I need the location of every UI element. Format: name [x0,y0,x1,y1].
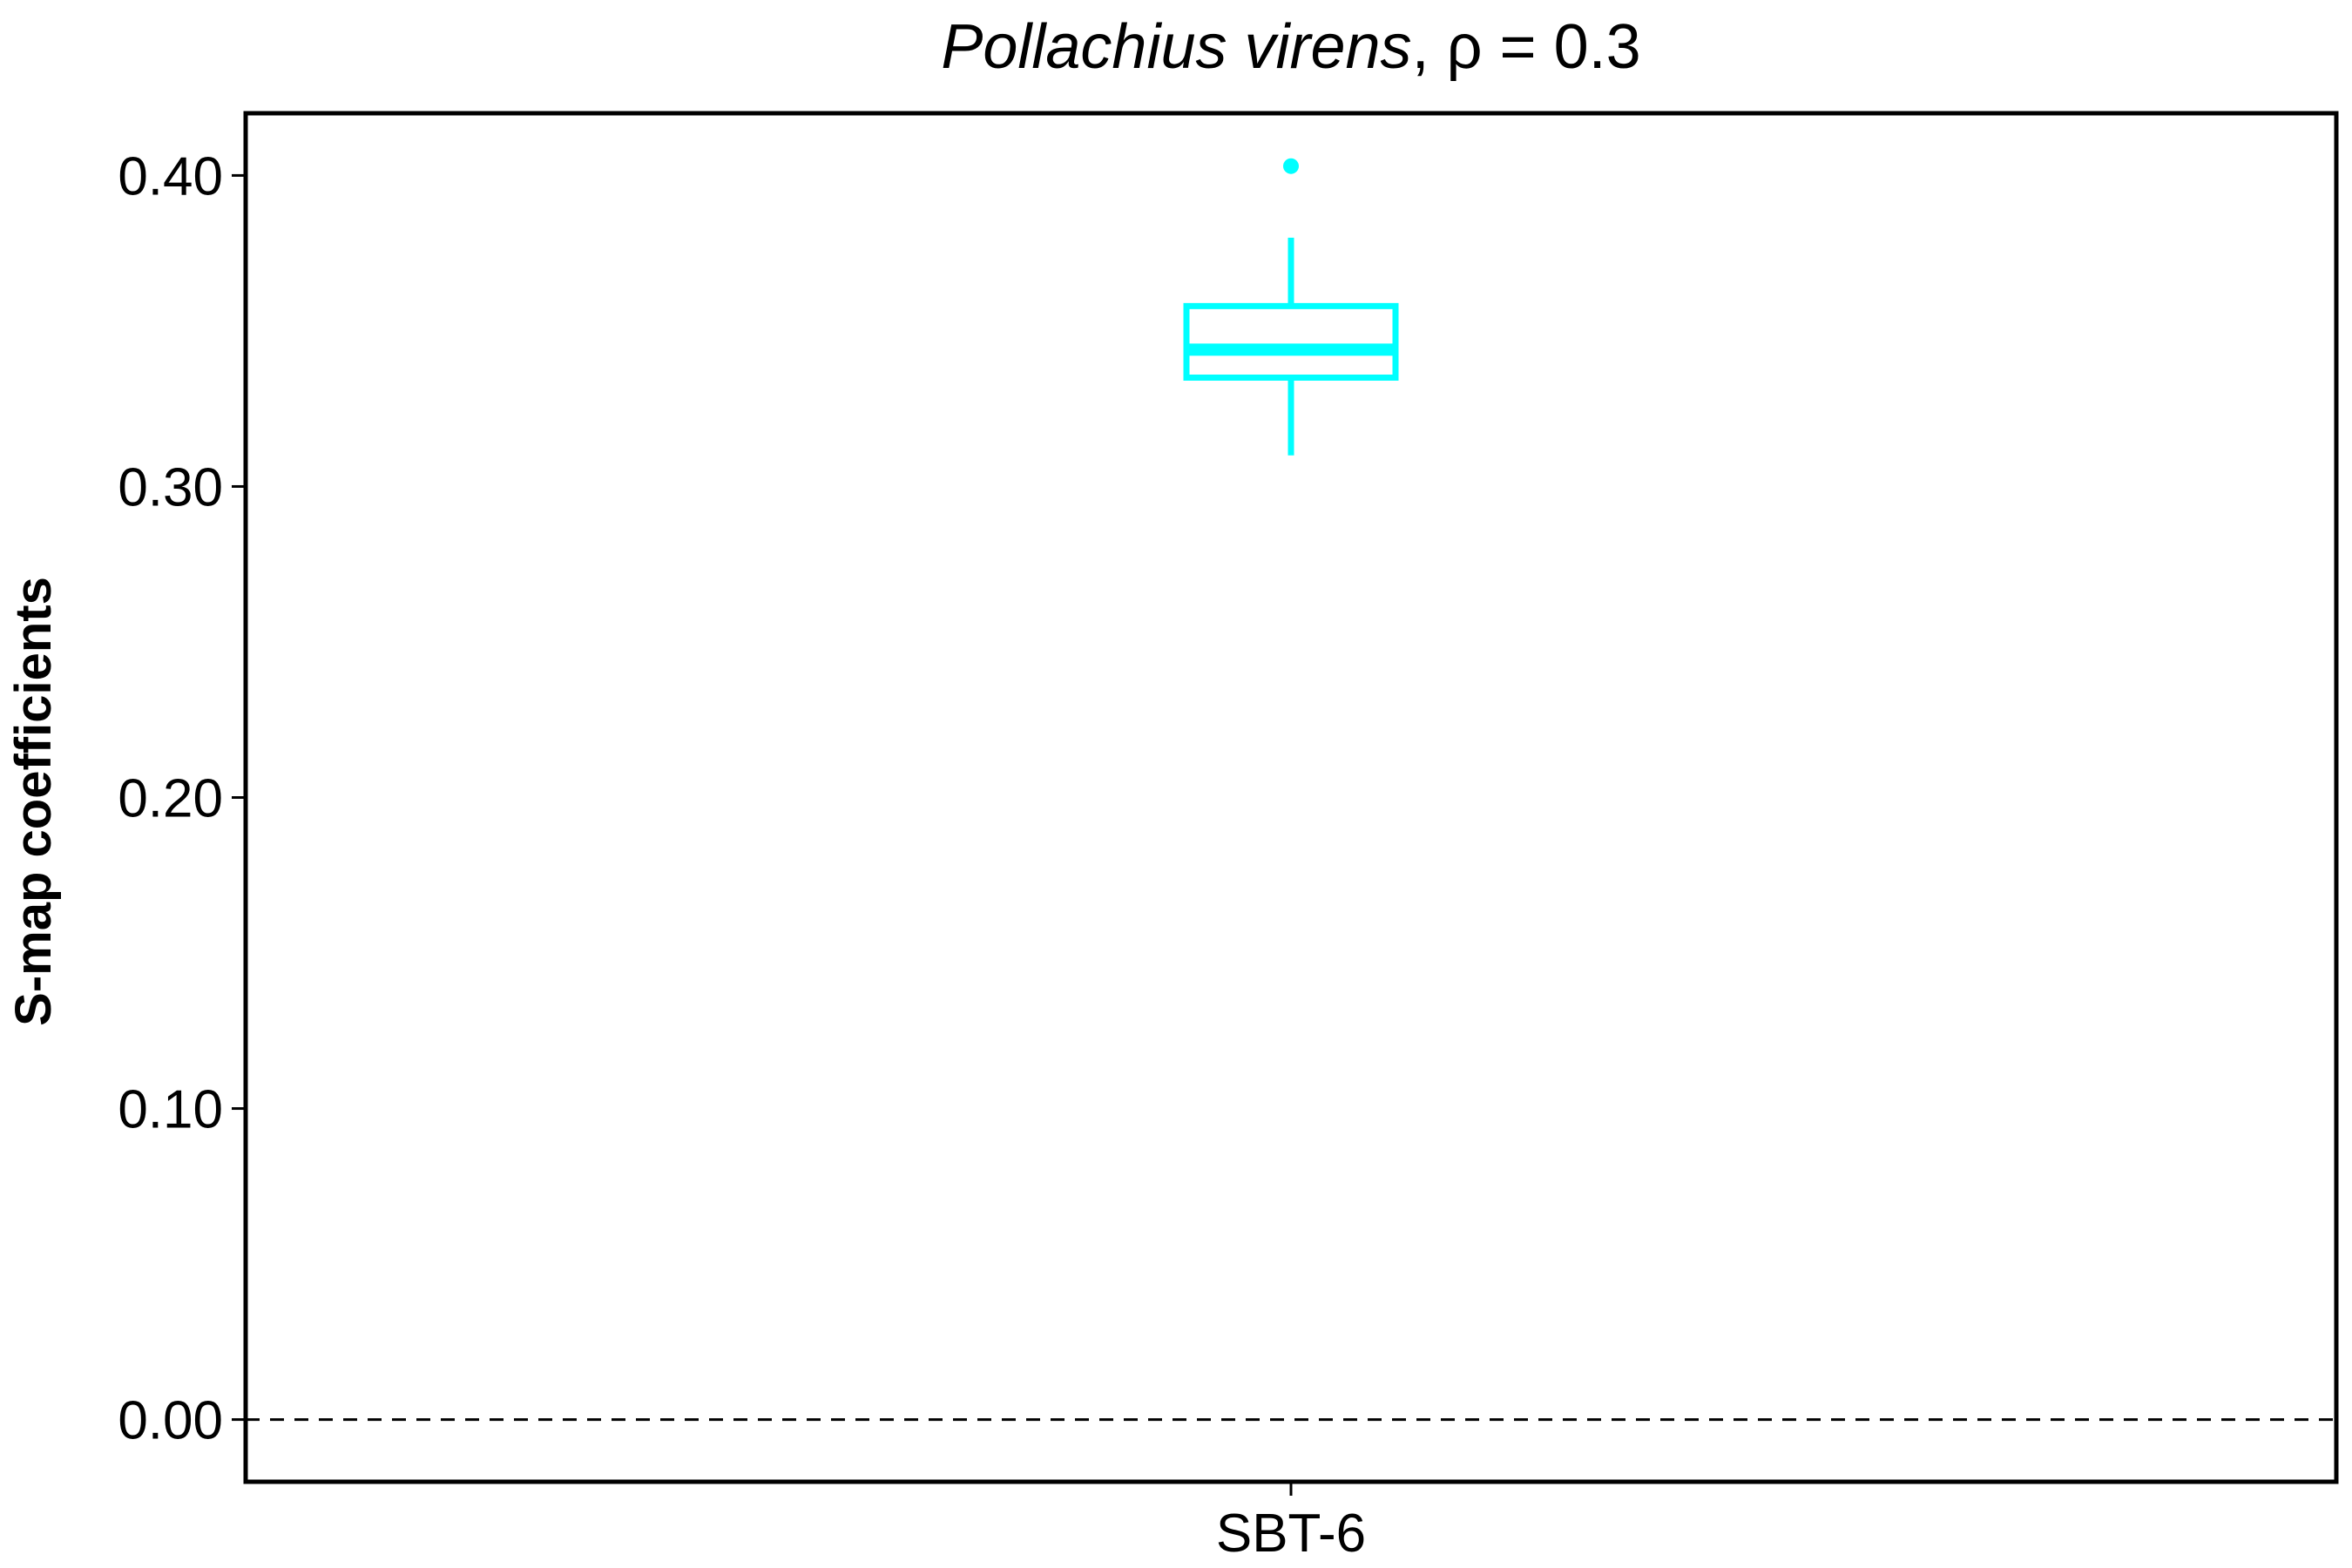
x-tick-label: SBT-6 [1216,1504,1366,1564]
y-axis-ticks: 0.00 0.10 0.20 0.30 0.40 [118,146,246,1450]
x-axis-ticks: SBT-6 [1216,1482,1366,1564]
box-iqr [1186,306,1396,377]
y-tick-label: 0.20 [118,769,223,829]
chart-title-suffix: , ρ = 0.3 [1412,12,1641,82]
box-plot-sbt-6 [1186,159,1396,456]
y-tick-label: 0.10 [118,1080,223,1140]
y-tick-label: 0.00 [118,1391,223,1451]
box-series [1186,159,1396,456]
y-tick-label: 0.30 [118,457,223,517]
chart-title: Pollachius virens, ρ = 0.3 [941,12,1640,82]
chart-title-species: Pollachius virens [941,12,1411,82]
outlier-point [1283,159,1299,174]
y-axis-title: S-map coefficients [5,577,62,1026]
y-tick-label: 0.40 [118,146,223,206]
